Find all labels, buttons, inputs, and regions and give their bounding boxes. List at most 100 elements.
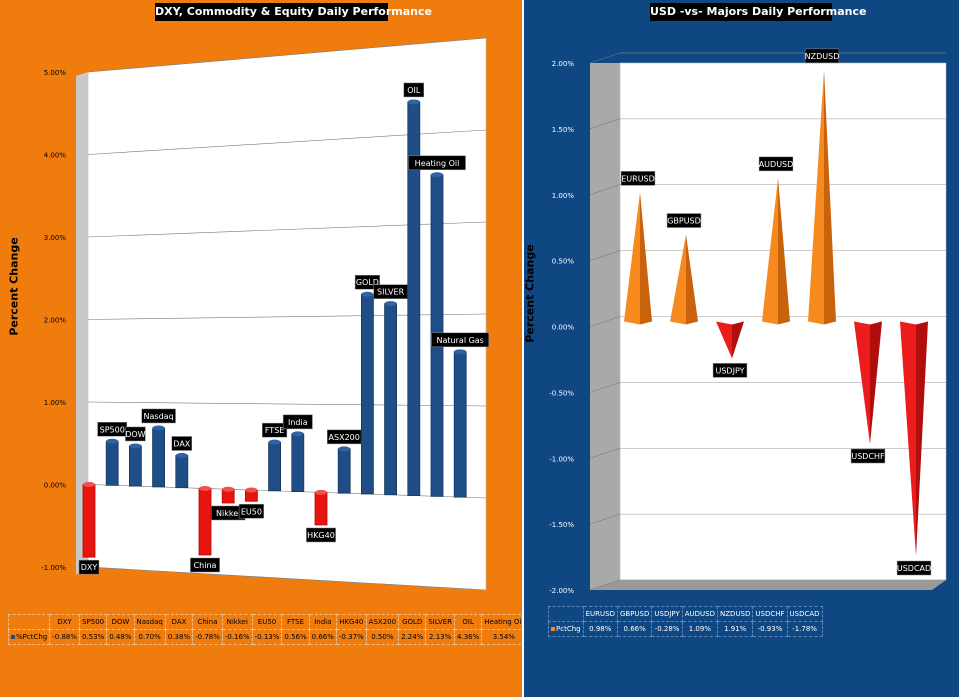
left-table-header-cell: Nikkei — [221, 614, 253, 630]
left-table-value-cell: 4.36% — [454, 629, 483, 645]
left-gridline — [87, 37, 487, 73]
left-bar-gold-cap — [361, 291, 374, 297]
right-data-table: EURUSD GBPUSD USDJPY AUDUSD NZDUSD USDCHF USDC… — [548, 606, 823, 637]
left-bar-label-gold-text: GOLD — [356, 278, 379, 287]
right-table-header-cell: USDCAD — [786, 606, 823, 622]
left-bar-china — [198, 488, 212, 556]
left-bar-label-india-text: India — [288, 418, 308, 427]
left-bar-india — [291, 433, 305, 493]
right-table-value-cell: 0.66% — [616, 621, 653, 637]
left-table-header-cell: India — [308, 614, 337, 630]
right-cone-label-nzdusd: NZDUSD — [804, 48, 840, 64]
left-bar-sp500-cap — [106, 438, 119, 444]
left-chart-plot: -1.00% 0.00% 1.00% 2.00% 3.00% 4.00% 5.00% DXY S… — [41, 37, 489, 591]
left-bar-label-sp500: SP500 — [97, 422, 128, 437]
right-cone-eurusd-shade — [640, 192, 652, 325]
left-table-value-cell: -0.88% — [49, 629, 80, 645]
left-table-header-row: DXY SP500 DOW Nasdaq DAX China Nikkei EU50 FTSE I… — [7, 614, 522, 630]
right-gridline-side — [589, 52, 621, 64]
right-table-header-cell: USDJPY — [651, 606, 683, 622]
left-bar-hkg40 — [314, 492, 328, 526]
right-cone-usdjpy-shade — [732, 321, 744, 359]
left-table-row-label: %PctChg — [7, 629, 51, 645]
right-gridline-side — [589, 184, 621, 196]
right-cone-label-gbpusd-text: GBPUSD — [667, 217, 701, 226]
right-y-tick-label: -2.00% — [549, 587, 574, 595]
left-bar-label-asx200: ASX200 — [327, 429, 362, 445]
left-back-wall — [87, 37, 487, 591]
right-floor — [590, 580, 946, 590]
left-bar-label-dxy-box — [78, 559, 100, 575]
left-table-header-cell: EU50 — [251, 614, 283, 630]
right-table-row-label: PctChg — [548, 621, 584, 637]
right-gridline-side — [589, 118, 621, 130]
right-chart-plot: -2.00% -1.50% -1.00% -0.50% 0.00% 0.50% 1.00% 1… — [549, 48, 947, 595]
left-table-value-row: %PctChg -0.88% 0.53% 0.48% 0.70% 0.38% -0.78% -… — [7, 629, 522, 645]
left-bar-china-cap — [199, 485, 211, 491]
right-legend-key — [551, 626, 555, 631]
left-bar-label-ftse-box — [262, 422, 288, 438]
right-cone-eurusd — [624, 192, 640, 325]
left-bar-label-dax-box — [171, 436, 193, 451]
right-chart-title: USD -vs- Majors Daily Performance — [650, 3, 867, 21]
right-cone-label-usdchf-box — [850, 448, 886, 464]
left-bar-label-nasdaq-box — [141, 408, 176, 424]
left-bar-dxy — [82, 484, 96, 558]
right-cone-label-nzdusd-text: NZDUSD — [805, 52, 840, 61]
right-table-header-cell: USDCHF — [752, 606, 788, 622]
right-cone-gbpusd-shade — [686, 234, 698, 325]
left-bar-dax-cap — [175, 452, 188, 458]
left-table-header-cell: GOLD — [398, 614, 427, 630]
left-bar-silver-cap — [384, 301, 397, 307]
right-cone-label-usdcad-box — [896, 560, 932, 576]
left-bar-silver — [384, 303, 398, 496]
right-side-wall — [590, 63, 620, 590]
left-bar-label-dxy-text: DXY — [81, 563, 98, 572]
right-cone-label-eurusd-text: EURUSD — [621, 174, 655, 183]
right-table-header-cell: GBPUSD — [616, 606, 653, 622]
left-bar-label-asx200-text: ASX200 — [329, 433, 360, 442]
left-bar-label-dax: DAX — [171, 436, 193, 451]
right-cone-label-eurusd: EURUSD — [620, 171, 656, 186]
right-cone-usdchf-shade — [870, 321, 882, 445]
left-table-value-cell: 2.24% — [398, 629, 427, 645]
left-bar-label-ftse-text: FTSE — [265, 426, 284, 435]
right-y-tick-label: 0.50% — [552, 258, 575, 266]
left-gridline — [87, 566, 487, 591]
right-cone-label-usdchf-text: USDCHF — [851, 452, 885, 461]
left-table-header-cell: Heating Oil — [481, 614, 522, 630]
left-table-header-cell: DXY — [49, 614, 80, 630]
left-y-tick-label: 3.00% — [44, 234, 67, 242]
left-bar-label-china: China — [190, 557, 220, 573]
left-table-header-cell: Nasdaq — [133, 614, 166, 630]
left-bar-label-eu50-box — [238, 504, 264, 519]
left-bar-natural-gas-cap — [454, 349, 467, 355]
left-bar-label-china-box — [190, 557, 220, 573]
right-table-corner — [548, 606, 584, 622]
right-table-header-row: EURUSD GBPUSD USDJPY AUDUSD NZDUSD USDCHF USDC… — [548, 606, 823, 622]
right-table-value-row: PctChg 0.98% 0.66% -0.28% 1.09% 1.91% -0.93% -1… — [548, 621, 823, 637]
left-bar-ftse — [268, 441, 282, 492]
left-table-value-cell: -0.37% — [335, 629, 367, 645]
right-gridline-side — [589, 382, 621, 393]
right-y-tick-label: 1.50% — [552, 126, 575, 134]
left-table-value-cell: 0.50% — [365, 629, 400, 645]
right-cone-label-nzdusd-box — [804, 48, 840, 64]
left-y-tick-label: 5.00% — [44, 69, 67, 77]
right-cone-usdjpy — [716, 321, 732, 359]
left-bar-oil-cap — [407, 99, 420, 105]
left-y-tick-label: 4.00% — [44, 152, 67, 160]
left-table-value-cell: 0.70% — [133, 629, 166, 645]
right-cone-nzdusd-shade — [824, 69, 836, 325]
right-cone-label-usdchf: USDCHF — [850, 448, 886, 464]
right-table-value-cell: 1.09% — [681, 621, 719, 637]
right-cone-label-usdcad: USDCAD — [896, 560, 932, 576]
right-cone-label-usdjpy-box — [712, 363, 748, 378]
right-cone-audusd-shade — [778, 177, 790, 325]
right-cone-audusd — [762, 177, 778, 325]
left-table-header-cell: FTSE — [281, 614, 310, 630]
left-bar-dow-cap — [129, 443, 142, 449]
right-table-value-cell: -0.93% — [752, 621, 788, 637]
right-cone-label-usdjpy: USDJPY — [712, 363, 748, 378]
